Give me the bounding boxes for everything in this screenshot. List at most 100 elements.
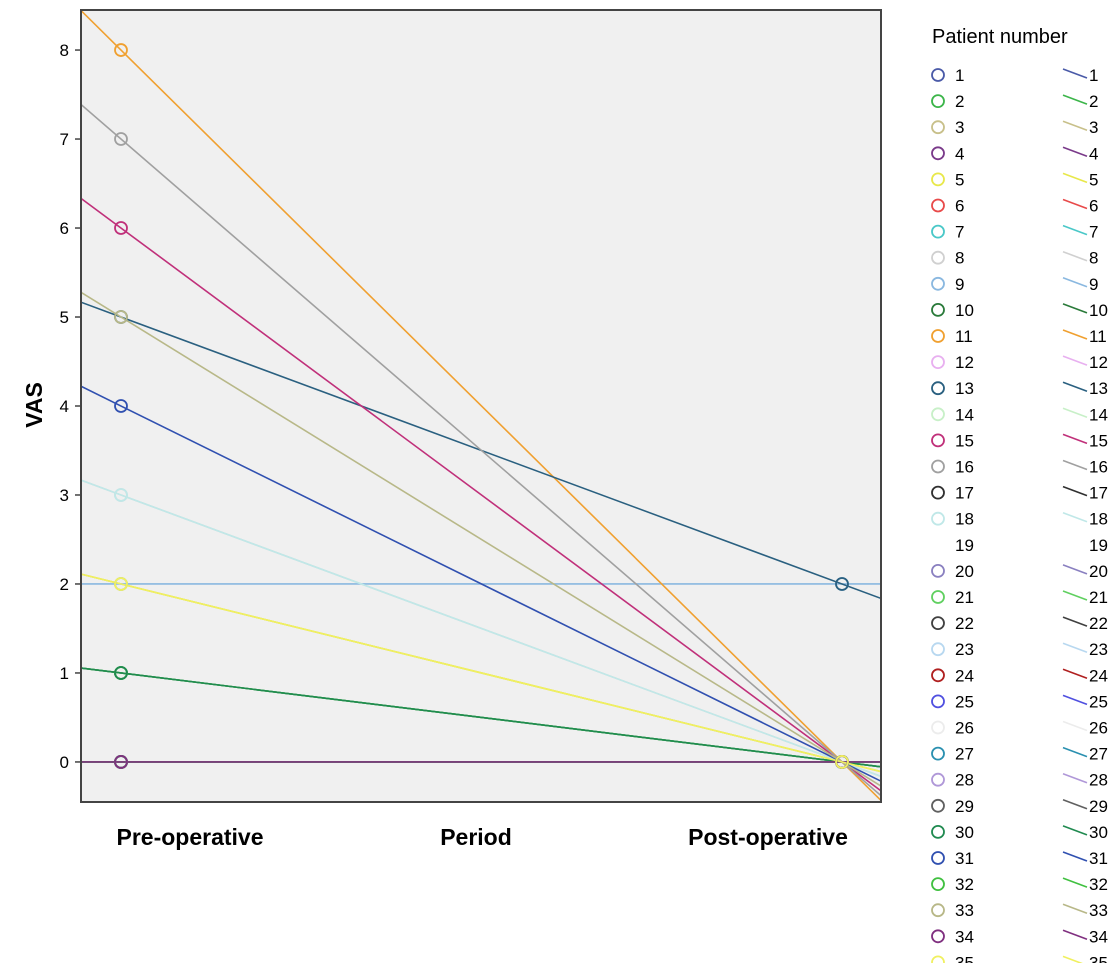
- legend-marker-33: [931, 903, 945, 918]
- legend-marker-32: [931, 877, 945, 891]
- legend-marker-8: [931, 250, 945, 265]
- legend-marker-label-22: 22: [955, 614, 974, 633]
- legend-marker-27: [931, 746, 945, 761]
- legend-item-27: 27 27: [931, 745, 1108, 764]
- legend-marker-19: [931, 537, 945, 552]
- x-category-label-2: Post-operative: [688, 824, 848, 850]
- legend-marker-15: [931, 433, 945, 448]
- legend-line-label-26: 26: [1089, 719, 1108, 738]
- legend-marker-label-27: 27: [955, 745, 974, 764]
- legend-marker-31: [931, 851, 945, 865]
- series-line-18: [81, 479, 881, 778]
- legend-line-24: [1062, 668, 1088, 680]
- legend-line-label-12: 12: [1089, 353, 1108, 372]
- legend-line-30: [1062, 825, 1088, 836]
- legend-line-label-24: 24: [1089, 666, 1108, 685]
- x-axis-title: Period: [440, 824, 512, 850]
- legend-line-label-19: 19: [1089, 536, 1108, 555]
- legend-line-label-5: 5: [1089, 170, 1098, 189]
- legend-line-33: [1062, 903, 1088, 914]
- legend-line-label-8: 8: [1089, 249, 1098, 268]
- y-tick-label-4: 4: [60, 397, 69, 416]
- legend-line-17: [1062, 485, 1088, 497]
- legend-line-10: [1062, 303, 1088, 314]
- legend-marker-4: [931, 146, 945, 161]
- legend-line-label-2: 2: [1089, 92, 1098, 111]
- legend-line-label-6: 6: [1089, 197, 1098, 216]
- legend-item-10: 10 10: [931, 301, 1108, 320]
- legend-marker-label-25: 25: [955, 692, 974, 711]
- legend-marker-label-11: 11: [955, 327, 973, 346]
- legend-line-27: [1062, 746, 1088, 758]
- legend-marker-16: [931, 459, 945, 474]
- plot-area: [80, 9, 882, 803]
- legend-marker-label-15: 15: [955, 431, 974, 450]
- legend-item-15: 15 15: [931, 431, 1108, 450]
- legend-line-14: [1062, 407, 1088, 419]
- legend-line-32: [1062, 877, 1088, 888]
- legend-line-label-33: 33: [1089, 901, 1108, 920]
- legend-marker-label-24: 24: [955, 666, 974, 685]
- legend-line-28: [1062, 772, 1088, 784]
- y-tick-label-6: 6: [60, 219, 69, 238]
- series-line-30: [81, 667, 881, 768]
- legend-item-13: 13 13: [931, 379, 1108, 398]
- legend-line-label-22: 22: [1089, 614, 1108, 633]
- y-tick-label-5: 5: [60, 308, 69, 327]
- y-tick-label-8: 8: [60, 41, 69, 60]
- legend-line-label-30: 30: [1089, 823, 1108, 842]
- x-category-label-1: Pre-operative: [116, 824, 263, 850]
- legend-line-label-11: 11: [1089, 327, 1107, 346]
- legend-item-18: 18 18: [931, 510, 1108, 529]
- legend-marker-17: [931, 485, 945, 500]
- legend-line-label-32: 32: [1089, 875, 1108, 894]
- legend-marker-label-28: 28: [955, 771, 974, 790]
- legend-marker-label-2: 2: [955, 92, 964, 111]
- legend-marker-9: [931, 276, 945, 291]
- legend-marker-label-16: 16: [955, 458, 974, 477]
- legend-line-label-35: 35: [1089, 953, 1108, 963]
- legend-line-label-27: 27: [1089, 745, 1108, 764]
- legend-line-label-1: 1: [1089, 66, 1098, 85]
- legend-item-33: 33 33: [931, 901, 1108, 920]
- series-line-11: [81, 10, 881, 802]
- legend-marker-label-32: 32: [955, 875, 974, 894]
- legend-line-13: [1062, 381, 1088, 392]
- y-tick-label-7: 7: [60, 130, 69, 149]
- legend-line-label-16: 16: [1089, 458, 1108, 477]
- legend-marker-label-9: 9: [955, 275, 964, 294]
- legend-marker-5: [931, 172, 945, 187]
- legend-marker-label-35: 35: [955, 953, 974, 963]
- legend-marker-label-21: 21: [955, 588, 974, 607]
- legend-item-24: 24 24: [931, 666, 1108, 685]
- legend-item-20: 20 20: [931, 562, 1108, 581]
- legend-item-23: 23 23: [931, 640, 1108, 659]
- legend-marker-21: [931, 590, 945, 604]
- y-axis-title: VAS: [21, 382, 47, 428]
- legend-marker-22: [931, 616, 945, 630]
- legend-line-label-21: 21: [1089, 588, 1108, 607]
- legend-line-31: [1062, 851, 1088, 862]
- series-line-33: [81, 291, 881, 787]
- legend-marker-35: [931, 955, 945, 963]
- legend-line-19: [1062, 538, 1088, 549]
- legend-item-34: 34 34: [931, 927, 1108, 946]
- point-pre-30: [114, 666, 128, 680]
- point-pre-33: [114, 310, 128, 324]
- legend-item-17: 17 17: [931, 484, 1108, 503]
- legend-item-11: 11 11: [931, 327, 1107, 346]
- point-pre-11: [114, 43, 128, 57]
- legend-line-label-10: 10: [1089, 301, 1108, 320]
- legend-line-label-7: 7: [1089, 223, 1098, 242]
- y-tick-label-0: 0: [60, 753, 69, 772]
- legend-line-label-4: 4: [1089, 144, 1098, 163]
- legend-line-26: [1062, 720, 1088, 732]
- legend-item-29: 29 29: [931, 797, 1108, 816]
- legend-line-16: [1062, 459, 1088, 471]
- legend-marker-30: [931, 825, 945, 839]
- point-pre-31: [114, 399, 128, 413]
